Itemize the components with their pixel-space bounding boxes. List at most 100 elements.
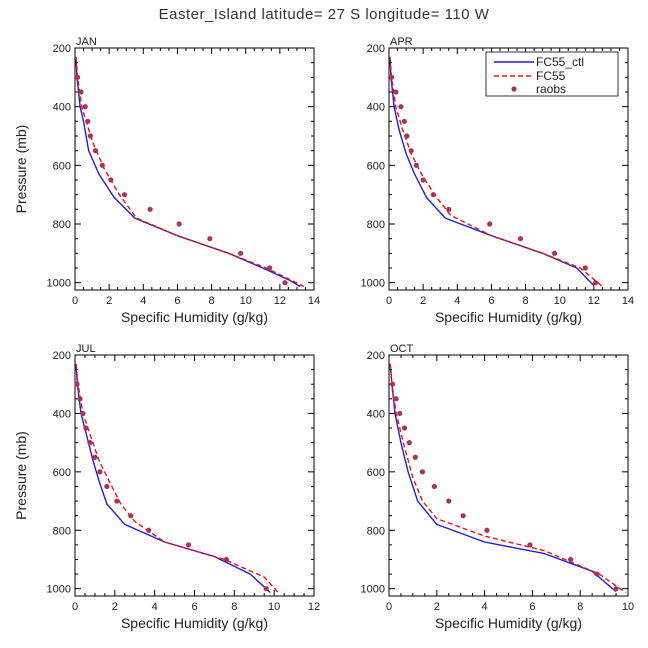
y-tick-label: 800 [53,525,71,537]
x-tick-label: 0 [386,295,392,307]
y-tick-label: 400 [367,102,385,114]
y-axis-label: Pressure (mb) [13,431,29,520]
plot-frame [388,354,629,597]
raobs-point [446,206,452,212]
raobs-point [527,542,533,548]
raobs-point [99,162,105,168]
raobs-point [582,265,588,271]
y-tick-label: 200 [367,350,385,362]
raobs-point [83,425,89,431]
x-tick-label: 4 [454,295,460,307]
y-tick-label: 800 [367,525,385,537]
x-tick-label: 8 [577,601,583,613]
x-tick-label: 10 [622,601,634,613]
x-tick-label: 6 [191,601,197,613]
x-tick-label: 2 [106,295,112,307]
x-tick-label: 10 [240,295,252,307]
x-tick-label: 0 [72,295,78,307]
raobs-point [108,177,114,183]
legend-fc55-label: FC55 [536,69,566,83]
fc55-line [389,56,603,288]
raobs-point [74,74,81,80]
x-tick-label: 14 [622,295,634,307]
raobs-point [80,410,86,417]
x-tick-label: 14 [308,295,320,307]
raobs-point [87,440,93,446]
raobs-point [460,513,466,519]
y-tick-label: 600 [367,160,385,172]
raobs-point [176,221,182,227]
raobs-point [517,236,524,242]
x-tick-label: 8 [523,295,529,307]
figure-title: Easter_Island latitude= 27 S longitude= … [158,6,490,23]
raobs-point [92,148,99,154]
x-tick-label: 2 [112,601,118,613]
fc55-ctl-line [75,363,271,594]
x-tick-label: 8 [209,295,215,307]
fc55-ctl-line [389,56,595,287]
raobs-point [594,571,600,577]
raobs-point [128,513,134,519]
y-tick-label: 1000 [47,278,71,290]
x-tick-label: 10 [268,601,280,613]
y-tick-label: 800 [53,219,71,231]
x-axis-label: Specific Humidity (g/kg) [121,309,268,325]
raobs-point [484,527,490,533]
raobs-point [613,586,619,592]
panel-label: JUL [76,343,96,355]
x-tick-label: 0 [72,601,78,613]
raobs-point [487,221,493,227]
raobs-point [592,280,599,286]
raobs-point [568,556,574,563]
x-axis-label: Specific Humidity (g/kg) [121,615,268,631]
raobs-point [431,483,438,490]
y-tick-label: 400 [367,408,385,420]
raobs-point [82,104,88,110]
x-tick-label: 8 [231,601,237,613]
raobs-point [389,381,396,387]
legend-raobs-swatch [511,86,517,92]
raobs-point [85,118,91,124]
x-tick-label: 0 [386,601,392,613]
y-tick-label: 600 [53,467,71,479]
plot-frame [74,47,315,291]
raobs-point [393,396,399,402]
raobs-point [404,133,410,139]
chart-panel-apr: APR 0 2 4 6 8 10 12 14 200 400 600 800 1000 Specific H… [361,36,635,325]
raobs-point [401,425,408,431]
chart-panel-jul: JUL 0 2 4 6 8 10 12 200 400 600 800 1000 Specific Hum… [13,343,320,631]
x-axis-label: Specific Humidity (g/kg) [435,615,582,631]
raobs-point [446,498,452,504]
raobs-point [408,148,414,154]
raobs-point [430,192,436,198]
chart-panel-jan: JAN 0 2 4 6 8 10 12 14 200 400 600 800 1000 Specific H… [13,36,320,325]
y-tick-label: 200 [53,43,71,55]
y-tick-label: 1000 [361,584,385,596]
x-axis-label: Specific Humidity (g/kg) [435,309,582,325]
x-tick-label: 6 [529,601,535,613]
raobs-point [551,250,558,256]
raobs-point [114,498,120,504]
x-tick-label: 6 [488,295,494,307]
raobs-point [104,483,110,490]
x-tick-label: 2 [420,295,426,307]
raobs-point [97,469,103,475]
raobs-point [263,586,269,592]
x-tick-label: 10 [554,295,566,307]
plot-frame [74,354,315,597]
raobs-point [393,89,399,95]
y-tick-label: 200 [53,350,71,362]
x-tick-label: 4 [140,295,146,307]
raobs-point [78,89,84,95]
x-tick-label: 6 [174,295,180,307]
y-tick-label: 400 [53,102,71,114]
chart-panel-oct: OCT 0 2 4 6 8 10 200 400 600 800 1000 Specific Humid… [361,343,635,631]
raobs-point [401,118,407,124]
raobs-point [207,236,213,242]
raobs-point [419,469,426,475]
x-tick-label: 2 [434,601,440,613]
panel-label: JAN [76,36,97,48]
raobs-point [185,542,192,548]
